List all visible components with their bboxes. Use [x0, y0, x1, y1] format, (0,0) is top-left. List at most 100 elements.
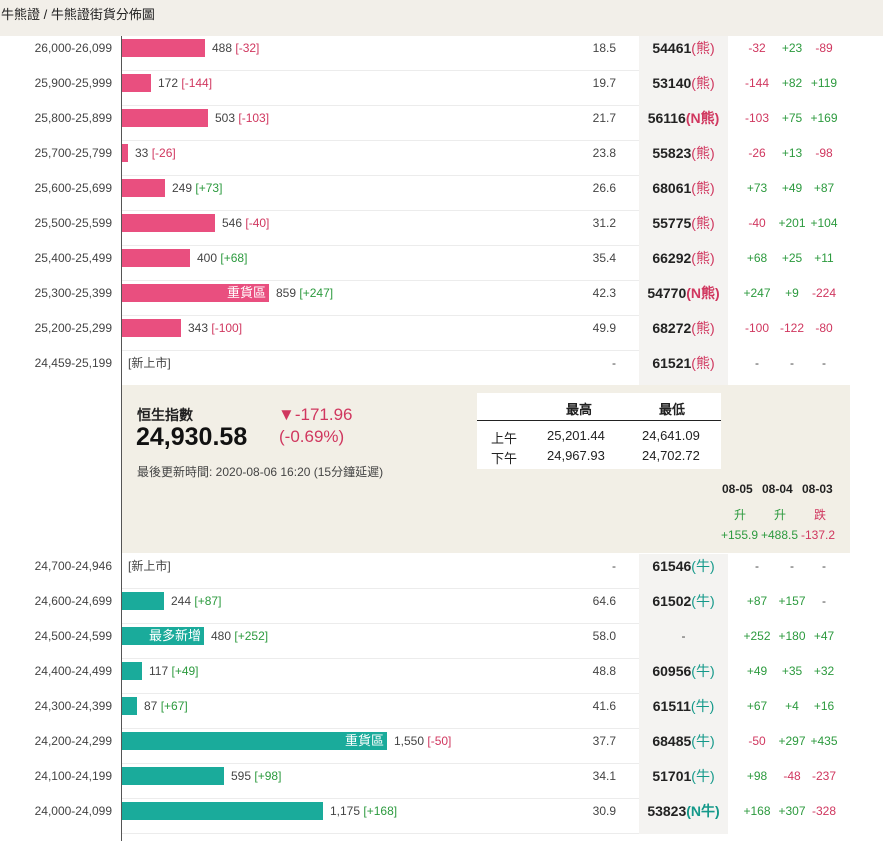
daily-change: +87 — [746, 594, 768, 608]
warrant-code-link[interactable]: 51701(牛) — [639, 764, 728, 788]
daily-change: -40 — [748, 216, 766, 230]
volume-number: 859 — [276, 286, 297, 300]
bull-row: 24,400-24,499 117 [+49] 48.8 60956(牛) +49 +35… — [0, 659, 883, 694]
volume-value: 1,175 [+168] — [330, 799, 397, 823]
daily-change: -237 — [811, 769, 837, 783]
volume-change: [+73] — [195, 181, 223, 195]
volume-number: 1,550 — [394, 734, 425, 748]
warrant-code-link[interactable]: 55775(熊) — [639, 211, 728, 235]
warrant-type: (N牛) — [686, 803, 720, 819]
bear-volume-bar[interactable] — [122, 109, 208, 127]
daily-change: +98 — [746, 769, 768, 783]
price-range: 25,800-25,899 — [34, 111, 112, 125]
daily-change: +23 — [781, 41, 803, 55]
volume-change: [-103] — [238, 111, 270, 125]
warrant-code-link[interactable]: - — [639, 624, 728, 648]
row-divider — [122, 315, 639, 316]
volume-number: 1,175 — [330, 804, 361, 818]
warrant-code-link[interactable]: 61546(牛) — [639, 554, 728, 578]
volume-number: 480 — [211, 629, 232, 643]
bull-volume-bar[interactable] — [122, 732, 387, 750]
zone-tag: 重貨區 — [344, 733, 384, 748]
warrant-code-link[interactable]: 56116(N熊) — [639, 106, 728, 130]
bear-volume-bar[interactable] — [122, 179, 165, 197]
daily-change: +47 — [813, 629, 835, 643]
history-change: -137.2 — [801, 528, 836, 542]
bear-volume-bar[interactable] — [122, 74, 151, 92]
warrant-code-link[interactable]: 54461(熊) — [639, 36, 728, 60]
bull-volume-bar[interactable] — [122, 662, 142, 680]
bull-volume-bar[interactable] — [122, 627, 204, 645]
volume-value: 859 [+247] — [276, 281, 333, 305]
warrant-code: 53823 — [647, 803, 687, 819]
am-low: 24,641.09 — [642, 428, 700, 443]
warrant-code-link[interactable]: 61502(牛) — [639, 589, 728, 613]
code-cell — [639, 659, 728, 694]
daily-change: +87 — [813, 181, 835, 195]
volume-value: 546 [-40] — [222, 211, 269, 235]
bull-volume-bar[interactable] — [122, 592, 164, 610]
warrant-code-link[interactable]: 61511(牛) — [639, 694, 728, 718]
bull-volume-bar[interactable] — [122, 767, 224, 785]
warrant-code-link[interactable]: 60956(牛) — [639, 659, 728, 683]
price-range: 25,900-25,999 — [34, 76, 112, 90]
warrant-code-link[interactable]: 53140(熊) — [639, 71, 728, 95]
index-value: 24,930.58 — [136, 423, 248, 451]
bull-volume-bar[interactable] — [122, 697, 137, 715]
volume-value: 503 [-103] — [215, 106, 269, 130]
volume-change: [+98] — [254, 769, 282, 783]
divider — [477, 420, 721, 421]
volume-change: [+168] — [363, 804, 398, 818]
daily-change: +73 — [746, 181, 768, 195]
daily-change: -144 — [744, 76, 770, 90]
price-range: 25,700-25,799 — [34, 146, 112, 160]
code-cell — [639, 799, 728, 834]
bear-row: 25,900-25,999 172 [-144] 19.7 53140(熊) -144 +… — [0, 71, 883, 106]
daily-change: +157 — [778, 594, 806, 608]
bear-volume-bar[interactable] — [122, 249, 190, 267]
percent-value: 64.6 — [592, 594, 616, 608]
bull-volume-bar[interactable] — [122, 802, 323, 820]
warrant-code-link[interactable]: 55823(熊) — [639, 141, 728, 165]
bear-volume-bar[interactable] — [122, 319, 181, 337]
breadcrumb: 牛熊證 / 牛熊證街貨分佈圖 — [0, 0, 883, 36]
warrant-code-link[interactable]: 54770(N熊) — [639, 281, 728, 305]
code-cell — [639, 106, 728, 141]
price-range: 24,300-24,399 — [34, 699, 112, 713]
daily-change: -122 — [779, 321, 805, 335]
warrant-code-link[interactable]: 66292(熊) — [639, 246, 728, 270]
warrant-code-link[interactable]: 61521(熊) — [639, 351, 728, 375]
history-date: 08-03 — [802, 482, 833, 496]
volume-change: [+49] — [171, 664, 199, 678]
price-range: 24,500-24,599 — [34, 629, 112, 643]
percent-value: 19.7 — [592, 76, 616, 90]
warrant-type: (牛) — [691, 733, 715, 749]
bear-volume-bar[interactable] — [122, 284, 269, 302]
bear-volume-bar[interactable] — [122, 214, 215, 232]
history-change: +488.5 — [761, 528, 799, 542]
warrant-code-link[interactable]: 68272(熊) — [639, 316, 728, 340]
warrant-type: (熊) — [691, 180, 715, 196]
bear-row: 25,300-25,399 重貨區 859 [+247] 42.3 54770(N熊) +… — [0, 281, 883, 316]
bear-volume-bar[interactable] — [122, 144, 128, 162]
warrant-type: (熊) — [691, 40, 715, 56]
bear-volume-bar[interactable] — [122, 39, 205, 57]
daily-change: +49 — [781, 181, 803, 195]
code-cell — [639, 281, 728, 316]
warrant-code-link[interactable]: 53823(N牛) — [639, 799, 728, 823]
bull-row: 24,300-24,399 87 [+67] 41.6 61511(牛) +67 +4 +1… — [0, 694, 883, 729]
history-direction: 升 — [734, 508, 747, 522]
percent-value: 18.5 — [592, 41, 616, 55]
index-name[interactable]: 恒生指數 — [137, 407, 193, 423]
warrant-code-link[interactable]: 68485(牛) — [639, 729, 728, 753]
price-range: 24,400-24,499 — [34, 664, 112, 678]
daily-change: +435 — [810, 734, 838, 748]
warrant-type: (N熊) — [685, 110, 720, 126]
daily-change: +16 — [813, 699, 835, 713]
warrant-code-link[interactable]: 68061(熊) — [639, 176, 728, 200]
volume-value: 244 [+87] — [171, 589, 221, 613]
daily-change: +67 — [746, 699, 768, 713]
warrant-type: (牛) — [691, 768, 715, 784]
row-divider — [122, 245, 639, 246]
row-divider — [122, 105, 639, 106]
